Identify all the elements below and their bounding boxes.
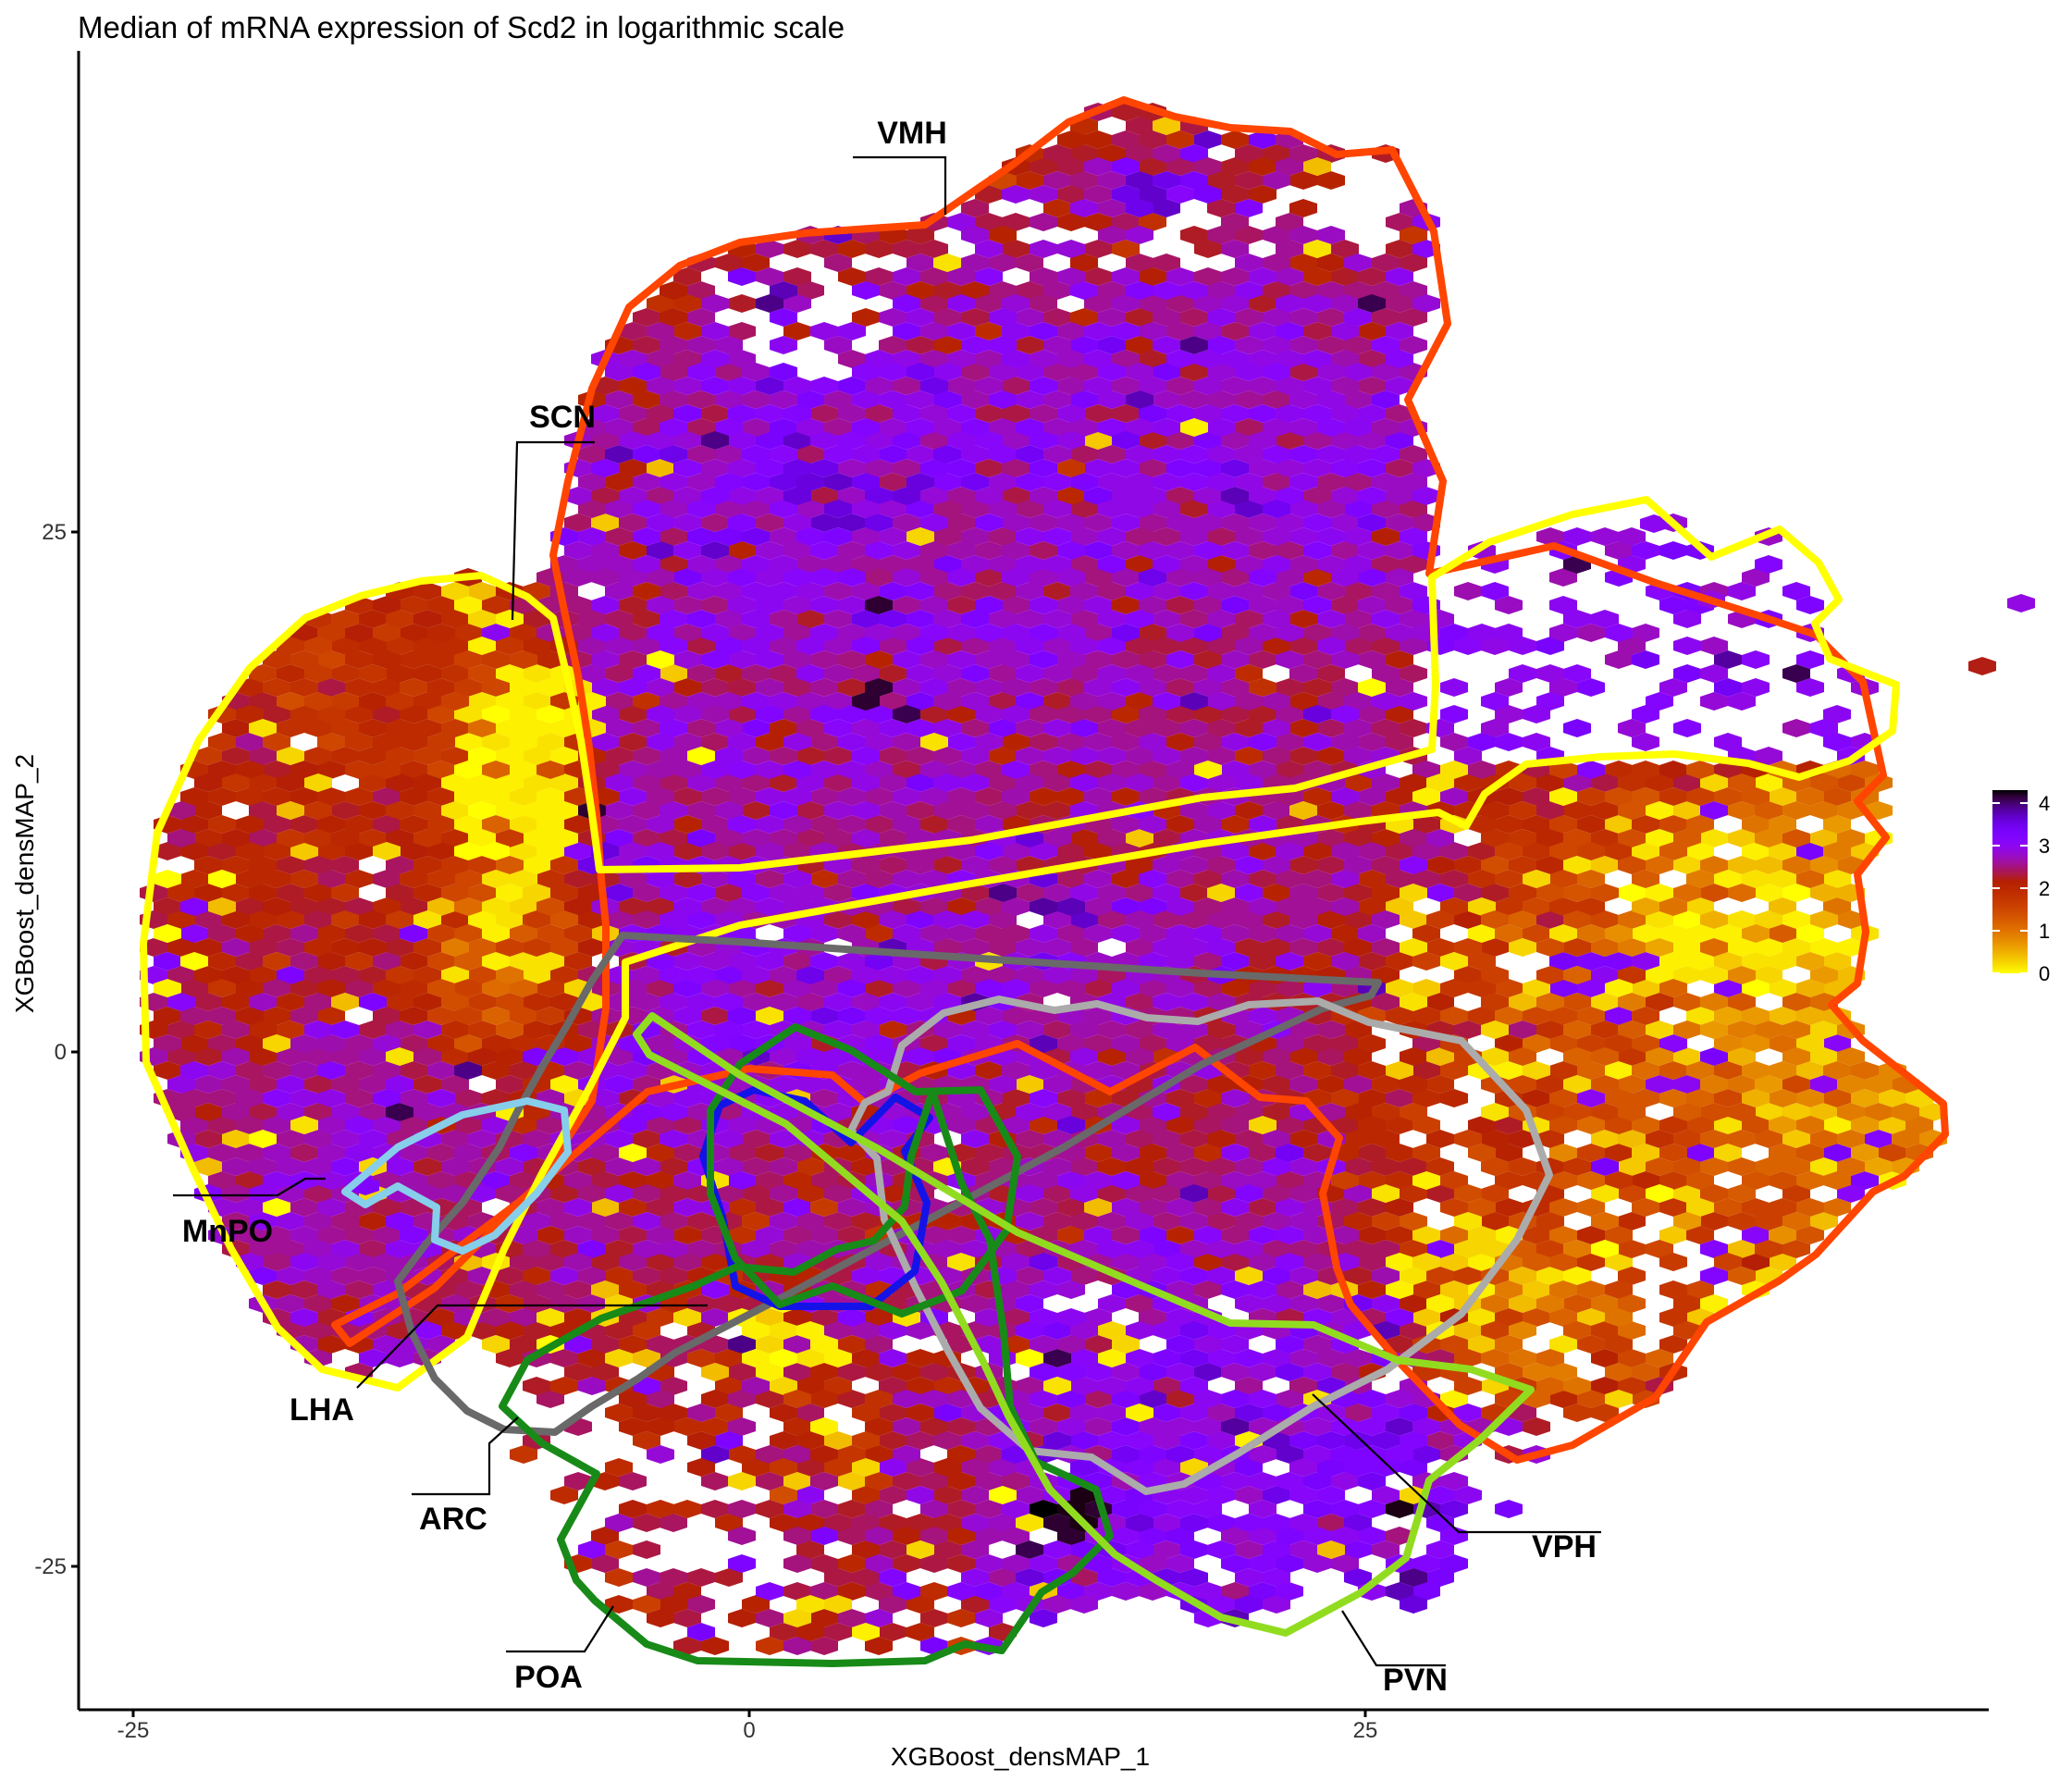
svg-text:3: 3 [2039,835,2050,858]
svg-text:SCN: SCN [529,400,596,435]
svg-text:LHA: LHA [290,1392,354,1428]
svg-text:POA: POA [514,1660,583,1695]
svg-text:MnPO: MnPO [182,1214,273,1249]
svg-text:VPH: VPH [1532,1529,1597,1565]
svg-text:2: 2 [2039,877,2050,900]
svg-text:XGBoost_densMAP_1: XGBoost_densMAP_1 [891,1742,1150,1771]
svg-text:0: 0 [2039,962,2050,985]
svg-text:-25: -25 [34,1554,67,1579]
svg-text:25: 25 [1353,1718,1378,1743]
svg-text:25: 25 [42,520,67,545]
svg-text:XGBoost_densMAP_2: XGBoost_densMAP_2 [10,754,39,1013]
svg-text:0: 0 [55,1040,67,1065]
svg-text:Median of mRNA expression of S: Median of mRNA expression of Scd2 in log… [78,10,845,44]
svg-text:ARC: ARC [419,1502,487,1537]
svg-text:PVN: PVN [1383,1663,1448,1698]
svg-text:0: 0 [743,1718,755,1743]
svg-text:-25: -25 [117,1718,150,1743]
svg-text:VMH: VMH [877,116,947,151]
svg-text:4: 4 [2039,792,2050,815]
svg-text:1: 1 [2039,920,2050,943]
